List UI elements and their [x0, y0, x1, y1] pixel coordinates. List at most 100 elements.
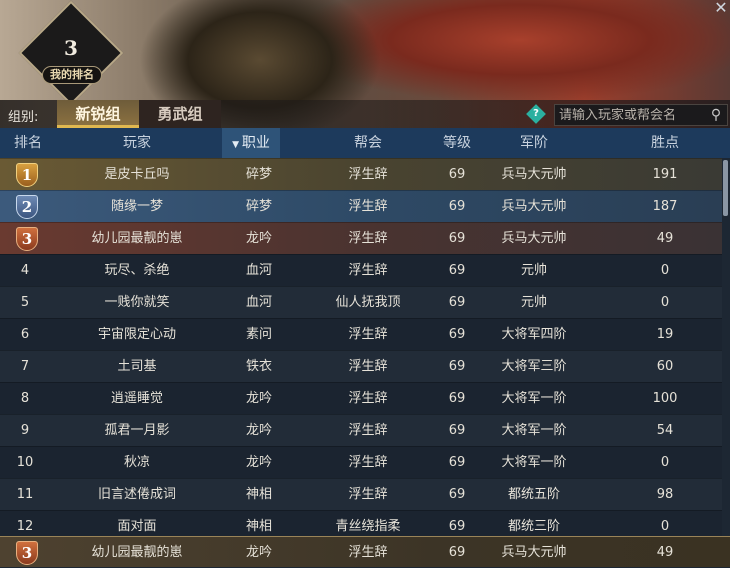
title-cell: 大将军一阶: [501, 391, 567, 406]
rank-cell: 5: [20, 295, 30, 310]
title-cell: 兵马大元帅: [501, 231, 567, 246]
table-row[interactable]: 6 宇宙限定心动 素问 浮生辞 69 大将军四阶 19: [0, 318, 722, 350]
player-cell: 玩尽、杀绝: [104, 263, 170, 278]
search-box: ⚲: [554, 104, 728, 126]
level-cell: 69: [448, 327, 466, 342]
header-class-sorted[interactable]: ▼ 职业: [222, 128, 280, 158]
points-cell: 187: [652, 199, 678, 214]
header-points[interactable]: 胜点: [651, 135, 679, 151]
header-class-label: 职业: [241, 135, 270, 151]
table-row[interactable]: 4 玩尽、杀绝 血河 浮生辞 69 元帅 0: [0, 254, 722, 286]
level-cell: 69: [448, 167, 466, 182]
table-row[interactable]: 11 旧言述倦成词 神相 浮生辞 69 都统五阶 98: [0, 478, 722, 510]
player-cell: 是皮卡丘吗: [104, 167, 170, 182]
rank-cell: 9: [20, 423, 30, 438]
title-cell: 都统五阶: [507, 487, 560, 502]
header-rank[interactable]: 排名: [14, 135, 42, 151]
my-rank-label: 我的排名: [42, 66, 102, 84]
help-glyph: ?: [533, 108, 539, 119]
class-cell: 素问: [245, 327, 272, 342]
guild-cell: 浮生辞: [348, 231, 388, 246]
tab-xinrui[interactable]: 新锐组: [57, 100, 139, 128]
search-input[interactable]: [555, 107, 705, 123]
guild-cell: 浮生辞: [348, 199, 388, 214]
level-cell: 69: [448, 519, 466, 534]
level-cell: 69: [448, 487, 466, 502]
class-cell: 碎梦: [245, 199, 272, 214]
player-cell: 幼儿园最靓的崽: [91, 545, 183, 560]
class-cell: 龙吟: [245, 231, 272, 246]
rank-cell: 8: [20, 391, 30, 406]
level-cell: 69: [448, 545, 466, 560]
player-cell: 孤君一月影: [104, 423, 170, 438]
rank-cell: 4: [20, 263, 30, 278]
my-rank-number: 3: [64, 36, 78, 60]
rank-cell: 11: [16, 487, 34, 502]
title-cell: 兵马大元帅: [501, 545, 567, 560]
table-header: 排名 玩家 ▼ 职业 帮会 等级 军阶 胜点: [0, 128, 730, 158]
class-cell: 血河: [245, 263, 272, 278]
help-icon[interactable]: ?: [526, 104, 546, 124]
level-cell: 69: [448, 295, 466, 310]
title-cell: 元帅: [520, 263, 547, 278]
player-cell: 旧言述倦成词: [97, 487, 176, 502]
guild-cell: 浮生辞: [348, 167, 388, 182]
table-row[interactable]: 8 逍遥睡觉 龙吟 浮生辞 69 大将军一阶 100: [0, 382, 722, 414]
class-cell: 碎梦: [245, 167, 272, 182]
points-cell: 191: [652, 167, 678, 182]
class-cell: 神相: [245, 487, 272, 502]
table-row[interactable]: 7 土司基 铁衣 浮生辞 69 大将军三阶 60: [0, 350, 722, 382]
level-cell: 69: [448, 231, 466, 246]
guild-cell: 仙人抚我顶: [335, 295, 401, 310]
search-icon[interactable]: ⚲: [710, 107, 722, 123]
sort-down-icon: ▼: [232, 140, 242, 150]
player-cell: 逍遥睡觉: [110, 391, 163, 406]
title-cell: 大将军四阶: [501, 327, 567, 342]
guild-cell: 浮生辞: [348, 455, 388, 470]
table-row[interactable]: 5 一贱你就笑 血河 仙人抚我顶 69 元帅 0: [0, 286, 722, 318]
guild-cell: 浮生辞: [348, 423, 388, 438]
title-cell: 都统三阶: [507, 519, 560, 534]
table-row[interactable]: 3 幼儿园最靓的崽 龙吟 浮生辞 69 兵马大元帅 49: [0, 222, 722, 254]
guild-cell: 浮生辞: [348, 391, 388, 406]
points-cell: 49: [656, 231, 674, 246]
guild-cell: 浮生辞: [348, 487, 388, 502]
tab-yongwu[interactable]: 勇武组: [139, 100, 221, 128]
class-cell: 铁衣: [245, 359, 272, 374]
player-cell: 幼儿园最靓的崽: [91, 231, 183, 246]
header-guild[interactable]: 帮会: [354, 135, 382, 151]
rank-cell: 7: [20, 359, 30, 374]
class-cell: 龙吟: [245, 545, 272, 560]
player-cell: 土司基: [117, 359, 157, 374]
close-icon[interactable]: ✕: [714, 0, 728, 17]
guild-cell: 浮生辞: [348, 545, 388, 560]
guild-cell: 浮生辞: [348, 263, 388, 278]
player-cell: 一贱你就笑: [104, 295, 170, 310]
points-cell: 54: [656, 423, 674, 438]
group-label: 组别:: [8, 110, 39, 125]
rank-medal-icon: 1: [16, 163, 38, 187]
class-cell: 神相: [245, 519, 272, 534]
header-player[interactable]: 玩家: [123, 135, 151, 151]
points-cell: 60: [656, 359, 674, 374]
player-cell: 面对面: [117, 519, 157, 534]
title-cell: 兵马大元帅: [501, 199, 567, 214]
table-row[interactable]: 9 孤君一月影 龙吟 浮生辞 69 大将军一阶 54: [0, 414, 722, 446]
title-cell: 大将军一阶: [501, 423, 567, 438]
points-cell: 49: [656, 545, 674, 560]
header-level[interactable]: 等级: [443, 135, 471, 151]
header-military-rank[interactable]: 军阶: [520, 135, 548, 151]
level-cell: 69: [448, 263, 466, 278]
table-row[interactable]: 1 是皮卡丘吗 碎梦 浮生辞 69 兵马大元帅 191: [0, 158, 722, 190]
points-cell: 0: [660, 263, 670, 278]
table-row[interactable]: 2 随缘一梦 碎梦 浮生辞 69 兵马大元帅 187: [0, 190, 722, 222]
class-cell: 龙吟: [245, 423, 272, 438]
guild-cell: 浮生辞: [348, 327, 388, 342]
table-row[interactable]: 10 秋凉 龙吟 浮生辞 69 大将军一阶 0: [0, 446, 722, 478]
title-cell: 大将军三阶: [501, 359, 567, 374]
player-cell: 随缘一梦: [110, 199, 163, 214]
ranking-list: 1 是皮卡丘吗 碎梦 浮生辞 69 兵马大元帅 191 2 随缘一梦 碎梦 浮生辞 69 兵马大元帅 18…: [0, 158, 722, 542]
scrollbar[interactable]: [723, 160, 728, 216]
my-ranking-row[interactable]: 3 幼儿园最靓的崽 龙吟 浮生辞 69 兵马大元帅 49: [0, 536, 730, 567]
class-cell: 血河: [245, 295, 272, 310]
